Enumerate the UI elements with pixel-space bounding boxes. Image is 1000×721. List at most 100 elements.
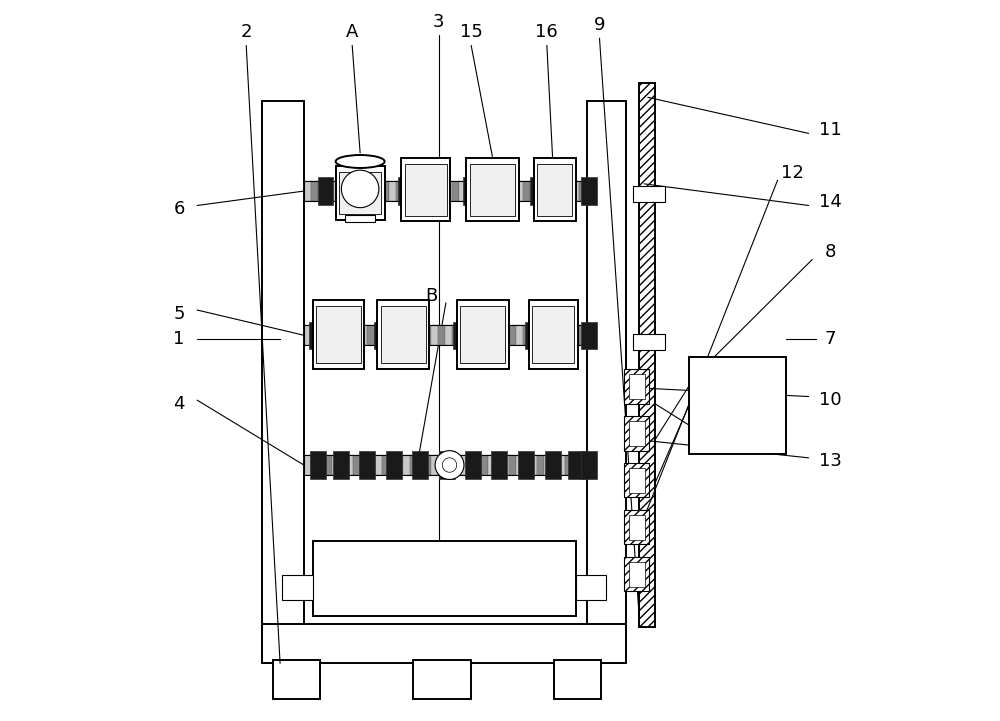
Bar (304, 325, 311, 345)
Bar (311, 181, 318, 201)
Bar (459, 325, 466, 345)
Bar (417, 455, 424, 475)
Bar (629, 562, 645, 587)
Bar (525, 322, 541, 349)
Text: 13: 13 (819, 453, 842, 470)
Bar (581, 322, 597, 349)
Bar (431, 325, 438, 345)
Bar (481, 455, 488, 475)
Bar (359, 451, 375, 479)
Bar (516, 455, 523, 475)
Bar (689, 357, 786, 454)
Bar (581, 177, 597, 205)
Bar (460, 306, 505, 363)
Bar (624, 369, 649, 404)
Bar (481, 325, 488, 345)
Bar (568, 451, 584, 479)
Bar (544, 455, 551, 475)
Text: B: B (425, 287, 438, 304)
Bar (558, 455, 565, 475)
Bar (495, 455, 502, 475)
Bar (403, 455, 410, 475)
Bar (565, 455, 572, 475)
Bar (466, 455, 473, 475)
Bar (381, 306, 426, 363)
Bar (537, 181, 544, 201)
Bar (412, 451, 428, 479)
Bar (581, 451, 597, 479)
Bar (401, 158, 450, 221)
Bar (530, 455, 537, 475)
Bar (398, 177, 413, 205)
Bar (530, 177, 546, 205)
Bar (438, 181, 445, 201)
Text: A: A (346, 24, 358, 41)
Bar (382, 455, 389, 475)
Bar (332, 455, 339, 475)
Text: 4: 4 (173, 395, 185, 412)
Bar (537, 164, 572, 216)
Text: 12: 12 (781, 164, 803, 182)
Bar (346, 325, 353, 345)
Bar (509, 181, 516, 201)
Bar (509, 325, 516, 345)
Bar (579, 181, 587, 201)
Bar (639, 83, 655, 627)
Bar (389, 181, 396, 201)
Bar (339, 172, 381, 214)
Bar (345, 215, 375, 222)
Bar (629, 421, 645, 446)
Bar (629, 468, 645, 493)
Bar (473, 325, 481, 345)
Text: 5: 5 (173, 305, 185, 322)
Text: 16: 16 (535, 24, 558, 41)
Bar (530, 181, 537, 201)
Bar (523, 455, 530, 475)
Bar (417, 181, 424, 201)
Bar (532, 306, 574, 363)
Bar (424, 181, 431, 201)
Bar (551, 455, 558, 475)
Bar (346, 455, 353, 475)
Bar (534, 158, 576, 221)
Bar (332, 325, 339, 345)
Bar (417, 325, 424, 345)
Bar (452, 181, 459, 201)
Bar (311, 325, 318, 345)
Bar (587, 101, 626, 663)
Bar (565, 325, 572, 345)
Text: 3: 3 (433, 13, 444, 30)
Bar (466, 158, 519, 221)
Bar (523, 181, 530, 201)
Bar (518, 451, 534, 479)
Bar (389, 325, 396, 345)
Bar (459, 455, 466, 475)
Bar (579, 455, 587, 475)
Bar (316, 306, 361, 363)
Bar (339, 181, 346, 201)
Bar (374, 322, 390, 349)
Bar (360, 325, 367, 345)
Text: 15: 15 (460, 24, 483, 41)
Bar (502, 181, 509, 201)
Bar (463, 177, 478, 205)
Bar (495, 181, 502, 201)
Bar (633, 186, 665, 202)
Bar (318, 177, 333, 205)
Bar (502, 325, 509, 345)
Bar (382, 325, 389, 345)
Bar (624, 416, 649, 451)
Bar (403, 325, 410, 345)
Bar (537, 325, 544, 345)
Bar (558, 181, 565, 201)
Bar (629, 515, 645, 540)
Bar (396, 455, 403, 475)
Bar (353, 181, 360, 201)
Bar (495, 325, 502, 345)
Bar (491, 451, 507, 479)
Bar (413, 660, 471, 699)
Bar (565, 181, 572, 201)
Bar (353, 325, 360, 345)
Bar (403, 181, 410, 201)
Bar (410, 181, 417, 201)
